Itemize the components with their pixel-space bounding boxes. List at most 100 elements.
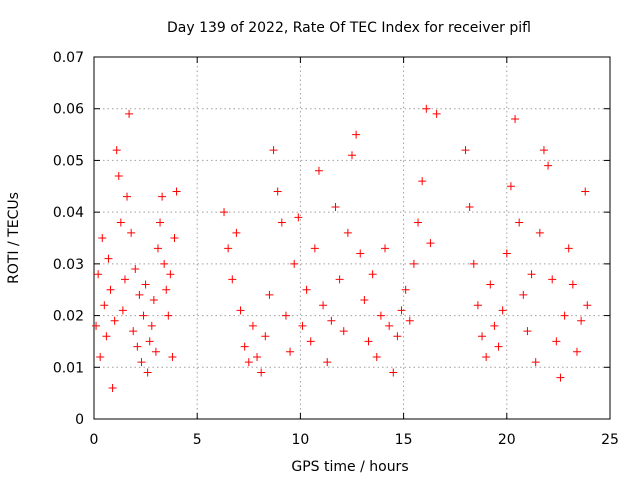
data-point [527, 270, 536, 279]
data-point [405, 316, 414, 325]
data-point [127, 228, 136, 237]
data-point [426, 239, 435, 248]
data-point [156, 218, 165, 227]
data-point [145, 337, 154, 346]
data-point [302, 285, 311, 294]
data-point [106, 285, 115, 294]
data-point [248, 321, 257, 330]
x-tick-label: 0 [90, 432, 99, 448]
x-tick-labels: 0 5 10 15 20 25 [90, 432, 619, 448]
y-tick-label: 0.07 [53, 50, 84, 66]
data-point [381, 244, 390, 253]
data-point [286, 347, 295, 356]
data-point [228, 275, 237, 284]
plot-frame [93, 56, 611, 420]
data-point [108, 383, 117, 392]
data-point [393, 332, 402, 341]
data-point [170, 234, 179, 242]
data-point [519, 290, 528, 299]
data-point [418, 177, 427, 186]
data-point [581, 187, 590, 196]
data-point [389, 368, 398, 377]
y-tick-label: 0 [75, 412, 84, 428]
data-point [102, 332, 111, 341]
data-point [343, 228, 352, 237]
data-point [397, 306, 406, 315]
data-point [153, 244, 162, 253]
data-point [523, 327, 532, 336]
data-point [236, 306, 245, 315]
data-point [572, 347, 581, 356]
x-tick-label: 15 [395, 432, 413, 448]
data-point [166, 270, 175, 279]
data-point [220, 208, 229, 217]
data-point [261, 332, 270, 341]
data-point [506, 182, 515, 191]
data-point [290, 259, 299, 268]
data-point [335, 275, 344, 284]
y-tick-label: 0.06 [53, 102, 84, 118]
data-point [125, 109, 134, 118]
data-point [478, 332, 487, 341]
y-tick-label: 0.05 [53, 153, 84, 169]
y-tick-labels: 0 0.01 0.02 0.03 0.04 0.05 0.06 0.07 [53, 50, 84, 428]
data-point [552, 337, 561, 346]
data-point [164, 311, 173, 320]
data-point [143, 368, 152, 377]
data-point [112, 146, 121, 155]
data-points [92, 104, 592, 392]
data-point [486, 280, 495, 289]
data-point [168, 352, 177, 361]
data-point [265, 290, 274, 299]
data-point [100, 301, 109, 310]
data-point [535, 228, 544, 237]
data-point [162, 285, 171, 294]
data-point [548, 275, 557, 284]
data-point [473, 301, 482, 310]
data-point [224, 244, 233, 253]
data-point [96, 352, 105, 361]
data-point [327, 316, 336, 325]
data-point [133, 342, 142, 351]
data-point [564, 244, 573, 253]
data-point [294, 213, 303, 222]
x-tick-label: 20 [498, 432, 516, 448]
data-point [360, 296, 369, 305]
data-point [314, 166, 323, 175]
tick-marks [93, 56, 611, 420]
data-point [544, 161, 553, 170]
data-point [319, 301, 328, 310]
data-point [376, 311, 385, 320]
data-point [414, 218, 423, 227]
data-point [409, 259, 418, 268]
data-point [482, 352, 491, 361]
data-point [277, 218, 286, 227]
data-point [469, 259, 478, 268]
x-axis-label: GPS time / hours [291, 459, 408, 475]
data-point [129, 327, 138, 336]
data-point [240, 342, 249, 351]
data-point [151, 347, 160, 356]
data-point [137, 358, 146, 367]
data-point [172, 187, 181, 196]
data-point [502, 249, 511, 258]
data-point [114, 171, 123, 180]
y-tick-label: 0.01 [53, 360, 84, 376]
data-point [461, 146, 470, 155]
data-point [158, 192, 167, 201]
data-point [401, 285, 410, 294]
y-tick-label: 0.02 [53, 309, 84, 325]
data-point [348, 151, 356, 160]
data-point [331, 202, 340, 211]
data-point [131, 265, 140, 274]
data-point [465, 202, 474, 211]
data-point [511, 115, 520, 124]
data-point [141, 280, 150, 289]
data-point [539, 146, 548, 155]
data-point [577, 316, 586, 325]
grid-lines [94, 57, 610, 419]
data-point [323, 358, 332, 367]
data-point [515, 218, 524, 227]
data-point [118, 306, 127, 315]
